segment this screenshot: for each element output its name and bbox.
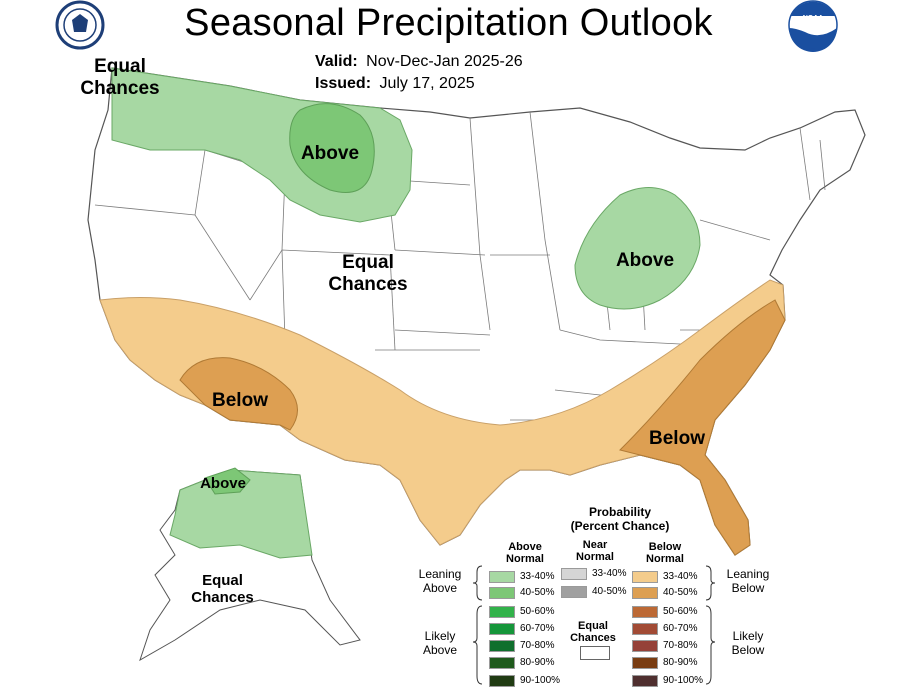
legend-near-row-2: 40-50% <box>561 585 626 598</box>
legend-below-row-7: 90-100% <box>632 674 703 687</box>
legend-swatch <box>489 674 515 687</box>
legend-equal-chances: Equal Chances <box>570 620 616 644</box>
label-equal-chances-alaska: Equal Chances <box>191 572 254 606</box>
legend-below-row-4: 60-70% <box>632 622 697 635</box>
legend-below-row-1: 33-40% <box>632 570 697 583</box>
label-below-sw: Below <box>212 390 268 411</box>
above-north-40-50 <box>289 103 375 193</box>
legend-above-row-3: 50-60% <box>489 605 554 618</box>
legend-title: Probability (Percent Chance) <box>570 505 670 533</box>
legend-swatch <box>489 605 515 618</box>
label-above-alaska: Above <box>200 475 246 492</box>
legend-swatch <box>489 586 515 599</box>
issued-label: Issued: <box>315 75 372 92</box>
legend-head-below: Below Normal <box>646 541 684 565</box>
legend-swatch <box>489 622 515 635</box>
above-midwest-33-40 <box>574 187 701 310</box>
legend-leaning-above: Leaning Above <box>418 567 462 595</box>
label-equal-chances-center: Equal Chances <box>328 252 408 295</box>
doc-seal-logo <box>55 0 105 50</box>
valid-line: Valid: Nov-Dec-Jan 2025-26 <box>315 53 523 71</box>
legend-swatch <box>632 656 658 669</box>
issued-line: Issued: July 17, 2025 <box>315 75 475 93</box>
legend-below-row-2: 40-50% <box>632 586 697 599</box>
above-alaska-33-40 <box>169 469 313 559</box>
valid-label: Valid: <box>315 53 358 70</box>
legend-swatch <box>632 674 658 687</box>
legend-likely-below: Likely Below <box>731 629 765 657</box>
legend-above-row-4: 60-70% <box>489 622 554 635</box>
legend-leaning-below: Leaning Below <box>726 567 770 595</box>
legend-swatch <box>632 586 658 599</box>
legend-head-near: Near Normal <box>576 539 614 563</box>
legend-head-above: Above Normal <box>506 541 544 565</box>
legend-near-row-1: 33-40% <box>561 567 626 580</box>
issued-value: July 17, 2025 <box>379 75 475 92</box>
below-sw-40-50 <box>179 357 298 431</box>
label-below-se: Below <box>649 428 705 449</box>
legend-above-row-5: 70-80% <box>489 639 554 652</box>
legend-likely-above: Likely Above <box>422 629 458 657</box>
legend-above-row-1: 33-40% <box>489 570 554 583</box>
legend-swatch <box>632 570 658 583</box>
legend-swatch <box>632 639 658 652</box>
legend-above-row-6: 80-90% <box>489 656 554 669</box>
legend-below-row-5: 70-80% <box>632 639 697 652</box>
label-above-midwest: Above <box>615 250 675 271</box>
below-se-40-50 <box>619 299 786 556</box>
legend-swatch <box>561 585 587 598</box>
label-above-north: Above <box>300 143 360 164</box>
legend-swatch <box>489 639 515 652</box>
legend-swatch <box>489 570 515 583</box>
legend-below-row-6: 80-90% <box>632 656 697 669</box>
legend-above-row-2: 40-50% <box>489 586 554 599</box>
legend-swatch <box>632 622 658 635</box>
above-alaska-40-50 <box>204 467 251 495</box>
legend-above-row-7: 90-100% <box>489 674 560 687</box>
legend-swatch <box>489 656 515 669</box>
legend-swatch <box>632 605 658 618</box>
noaa-logo-text: NOAA <box>802 15 824 22</box>
valid-value: Nov-Dec-Jan 2025-26 <box>366 53 523 70</box>
below-south-33-40 <box>99 279 786 556</box>
noaa-logo <box>787 0 839 52</box>
label-equal-chances-nw: Equal Chances <box>80 56 160 99</box>
page-title: Seasonal Precipitation Outlook <box>184 2 713 44</box>
legend-below-row-3: 50-60% <box>632 605 697 618</box>
legend-swatch <box>561 567 587 580</box>
legend-equal-chances-swatch <box>580 646 610 660</box>
